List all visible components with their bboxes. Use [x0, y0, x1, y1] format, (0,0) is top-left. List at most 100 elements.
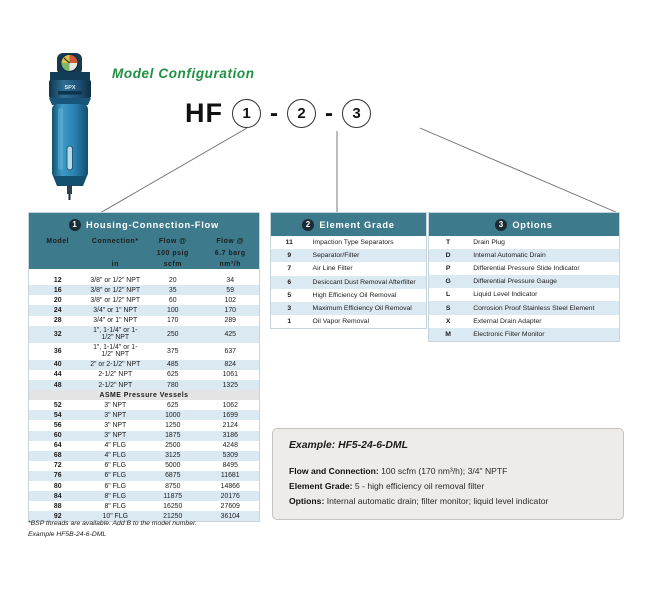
model-code: HF 1 - 2 - 3 [185, 98, 371, 129]
cell-description: High Efficiency Oil Removal [312, 291, 397, 299]
cell-scfm: 16250 [163, 502, 183, 510]
cell-key: 7 [287, 265, 292, 273]
cell-key: T [446, 239, 451, 247]
cell-nm3h: 289 [224, 317, 237, 325]
table-row: 76 6" FLG 6875 11681 [29, 470, 259, 481]
table-row: M Electronic Filter Monitor [429, 327, 619, 341]
cell-model: 68 [53, 452, 62, 460]
cell-nm3h: 34 [226, 276, 235, 284]
table-row: 32 1", 1-1/4" or 1-1/2" NPT 250 425 [29, 325, 259, 343]
cell-scfm: 625 [167, 371, 179, 379]
cell-key: D [445, 252, 451, 260]
cell-scfm: 35 [168, 286, 177, 294]
cell-nm3h: 11681 [220, 472, 240, 480]
cell-nm3h: 1699 [222, 411, 238, 419]
cell-scfm: 20 [168, 276, 177, 284]
example-flow-label: Flow and Connection: [289, 466, 379, 476]
cell-nm3h: 27609 [220, 502, 240, 510]
table-row: 7 Air Line Filter [271, 262, 426, 276]
footnote-line-1: *BSP threads are available. Add B to the… [28, 520, 197, 527]
cell-connection: 3" NPT [104, 421, 127, 429]
col-header-flow-nm3h: Flow @ 6.7 barg nm³/h [214, 237, 246, 268]
cell-key: G [445, 278, 451, 286]
element-grade-body: 11 Impaction Type Separators 9 Separator/Fi… [271, 236, 426, 329]
cell-key: S [445, 304, 451, 312]
example-flow-line: Flow and Connection: 100 scfm (170 nm³/h… [289, 464, 609, 479]
cell-scfm: 60 [168, 296, 177, 304]
cell-nm3h: 102 [224, 296, 237, 304]
table-row: 11 Impaction Type Separators [271, 236, 426, 250]
cell-connection: 4" FLG [104, 452, 127, 460]
table-row: 6 Desiccant Dust Removal Afterfilter [271, 275, 426, 289]
cell-connection: 6" FLG [104, 462, 127, 470]
cell-model: 56 [53, 421, 62, 429]
cell-scfm: 1250 [165, 421, 181, 429]
cell-scfm: 100 [167, 307, 179, 315]
cell-description: External Drain Adapter [473, 317, 542, 325]
example-options-label: Options: [289, 495, 325, 506]
table-row: 60 3" NPT 1875 3186 [29, 430, 259, 441]
cell-model: 60 [53, 432, 62, 440]
cell-description: Internal Automatic Drain [473, 252, 546, 260]
cell-nm3h: 59 [226, 286, 235, 294]
cell-model: 54 [53, 411, 62, 419]
table-row: 44 2-1/2" NPT 625 1061 [29, 369, 259, 381]
example-grade-value: 5 - high efficiency oil removal filter [352, 480, 485, 491]
cell-key: 1 [287, 318, 292, 326]
example-grade-label: Element Grade: [289, 480, 353, 491]
cell-key: 6 [287, 278, 292, 286]
marker-badge-3: 3 [495, 219, 508, 231]
model-prefix: HF [185, 98, 223, 128]
header-spacer [29, 269, 259, 276]
cell-scfm: 170 [167, 317, 179, 325]
table-row: 3 Maximum Efficiency Oil Removal [271, 301, 426, 316]
housing-table-body: 12 3/8" or 1/2" NPT 20 34 16 3/8" or 1/2" NPT… [29, 275, 259, 522]
cell-nm3h: 36104 [220, 512, 240, 520]
cell-nm3h: 14866 [220, 482, 240, 490]
cell-nm3h: 824 [224, 361, 237, 369]
cell-nm3h: 425 [224, 330, 237, 338]
example-grade-line: Element Grade: 5 - high efficiency oil r… [289, 479, 609, 494]
col-header-flow-scfm: Flow @ 100 psig scfm [156, 237, 189, 268]
cell-connection: 8" FLG [104, 502, 127, 510]
table-row: 20 3/8" or 1/2" NPT 60 102 [29, 295, 259, 306]
cell-scfm: 780 [167, 381, 179, 389]
cell-scfm: 5000 [165, 462, 181, 470]
example-title: Example: HF5-24-6-DML [289, 440, 408, 451]
cell-key: 11 [285, 239, 293, 247]
options-body: T Drain Plug D Internal Automatic Drain P Dif… [429, 236, 619, 341]
marker-circle-3: 3 [342, 99, 371, 128]
cell-model: 88 [53, 502, 62, 510]
cell-connection: 3" NPT [104, 432, 127, 440]
table-row: 12 3/8" or 1/2" NPT 20 34 [29, 275, 259, 286]
cell-description: Maximum Efficiency Oil Removal [312, 305, 412, 313]
cell-description: Differential Pressure Gauge [473, 278, 557, 286]
table-row: 80 6" FLG 8750 14866 [29, 480, 259, 492]
cell-description: Differential Pressure Slide Indicator [473, 265, 580, 273]
cell-description: Desiccant Dust Removal Afterfilter [312, 278, 416, 286]
cell-nm3h: 4248 [222, 442, 238, 450]
cell-connection: 3/4" or 1" NPT [93, 307, 138, 315]
cell-model: 72 [53, 462, 62, 470]
cell-connection: 2-1/2" NPT [98, 371, 133, 379]
cell-connection: 2" or 2-1/2" NPT [90, 361, 141, 369]
cell-nm3h: 170 [224, 307, 237, 315]
cell-connection: 1", 1-1/4" or 1-1/2" NPT [93, 344, 138, 359]
cell-model: 76 [53, 472, 62, 480]
table-row: G Differential Pressure Gauge [429, 275, 619, 289]
cell-nm3h: 3186 [222, 432, 238, 440]
cell-description: Impaction Type Separators [312, 239, 394, 247]
asme-section-band: ASME Pressure Vessels [29, 390, 259, 401]
cell-connection: 4" FLG [104, 442, 127, 450]
cell-connection: 2-1/2" NPT [98, 381, 133, 389]
example-box: Example: HF5-24-6-DML Flow and Connectio… [272, 428, 624, 520]
table-row: 5 High Efficiency Oil Removal [271, 288, 426, 302]
cell-model: 40 [53, 361, 62, 369]
cell-nm3h: 2124 [222, 421, 238, 429]
cell-nm3h: 1062 [222, 401, 238, 409]
cell-connection: 3/4" or 1" NPT [93, 317, 138, 325]
cell-model: 36 [53, 347, 62, 355]
cell-description: Liquid Level Indicator [473, 291, 538, 299]
table-row: 52 3" NPT 625 1062 [29, 400, 259, 411]
cell-connection: 3/8" or 1/2" NPT [90, 286, 141, 294]
